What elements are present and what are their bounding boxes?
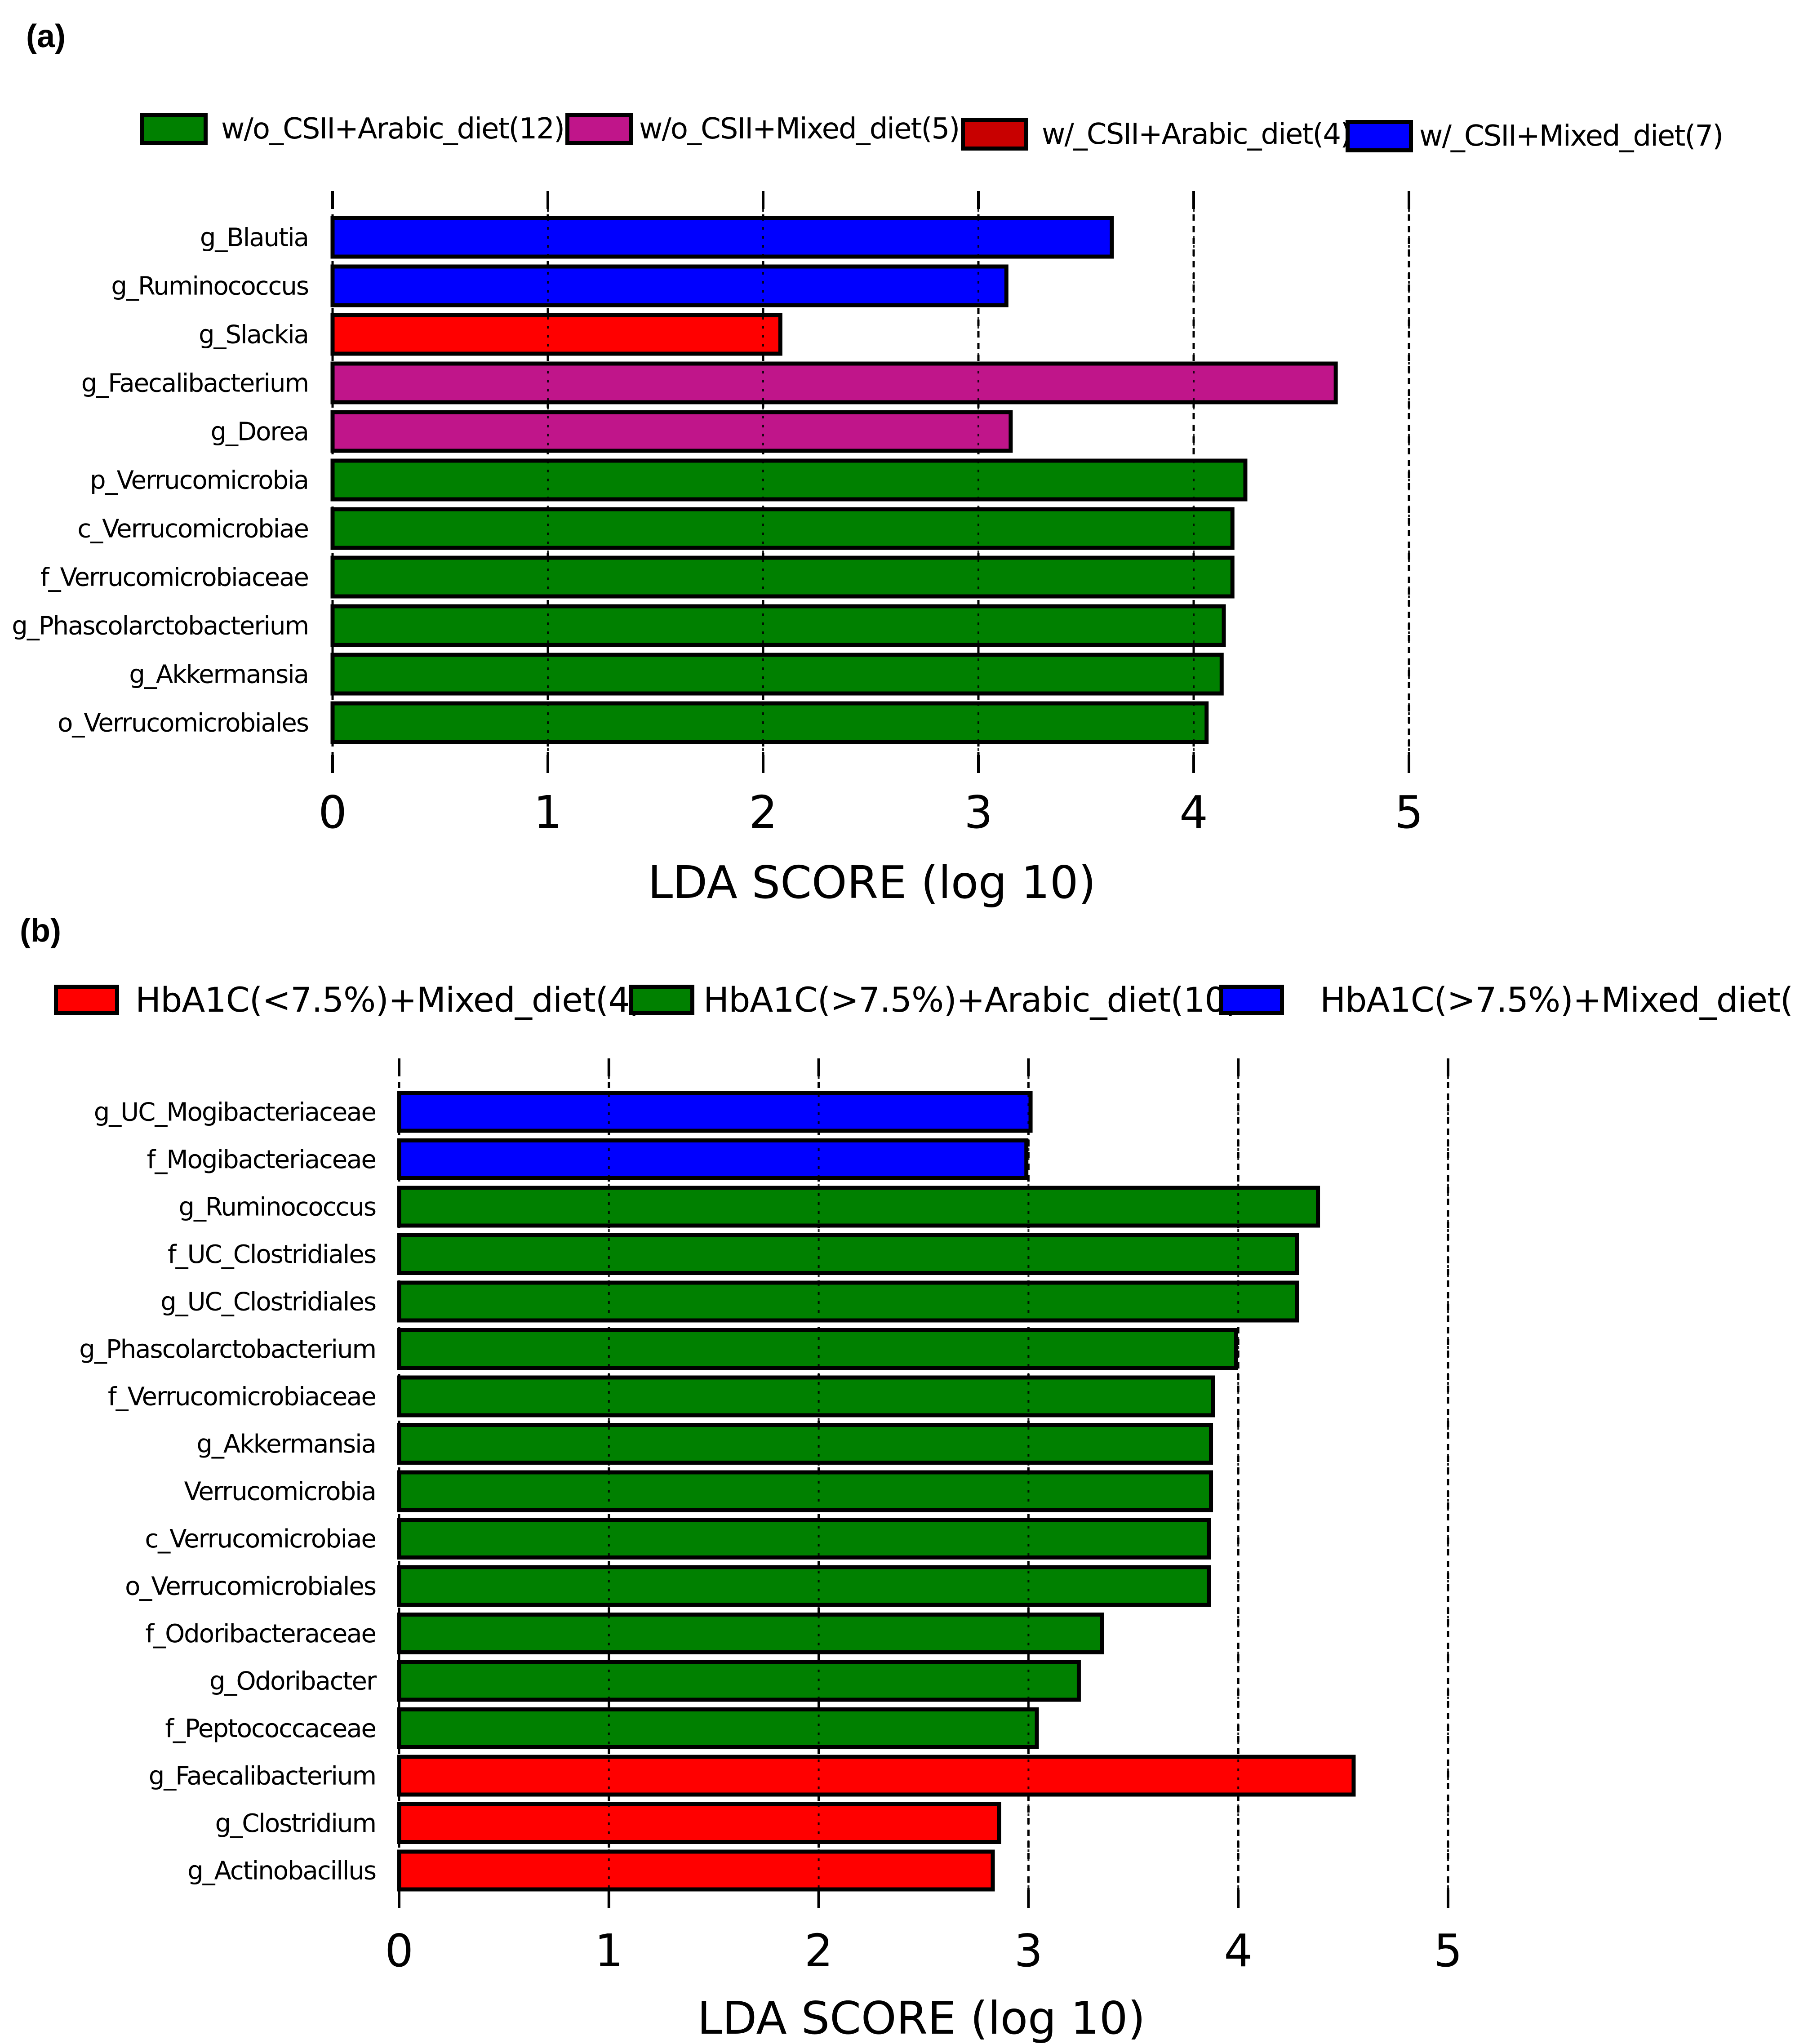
b-bar-label-12: g_Odoribacter [209,1667,377,1696]
a-tick-label-4: 4 [1179,786,1208,839]
legend-b-swatch-0 [54,984,119,1015]
a-bar-label-6: c_Verrucomicrobiae [77,515,308,544]
a-bar-label-9: g_Akkermansia [129,660,308,689]
legend-b-swatch-1 [629,984,694,1015]
b-bar-1 [397,1138,1029,1180]
b-x-axis-title: LDA SCORE (log 10) [697,1992,1145,2044]
a-bar-label-3: g_Faecalibacterium [81,369,308,398]
a-tick-label-3: 3 [964,786,993,839]
b-bar-12 [397,1660,1081,1702]
b-bar-label-11: f_Odoribacteraceae [145,1619,376,1649]
panel-b-label: (b) [20,913,61,949]
lda-chart-b: 0 1 2 3 4 5 g_UC_Mogibacteriaceae f_Mogibacteri… [79,1058,1462,2044]
b-bar-label-7: g_Akkermansia [196,1430,376,1459]
a-bar-label-2: g_Slackia [199,320,308,350]
legend-a-item-1: w/o_CSII+Mixed_diet(5) [565,112,960,146]
legend-b-item-0: HbA1C(<7.5%)+Mixed_diet(4) [54,980,643,1020]
a-bar-0 [330,216,1114,259]
legend-b-swatch-2 [1219,984,1284,1015]
a-tick-label-5: 5 [1395,786,1423,839]
legend-a-swatch-1 [565,113,633,145]
legend-a-item-3: w/_CSII+Mixed_diet(7) [1346,120,1724,153]
a-bar-9 [330,653,1224,696]
b-bar-9 [397,1518,1211,1560]
b-tick-label-5: 5 [1434,1924,1462,1977]
b-bar-label-8: Verrucomicrobia [184,1477,376,1506]
a-bar-8 [330,604,1226,647]
b-tick-label-3: 3 [1014,1924,1043,1977]
a-bar-4 [330,410,1013,453]
b-bar-label-15: g_Clostridium [215,1809,376,1838]
a-bar-label-7: f_Verrucomicrobiaceae [40,563,308,592]
b-tick-label-0: 0 [385,1924,413,1977]
b-tick-label-4: 4 [1224,1924,1253,1977]
b-bar-label-1: f_Mogibacteriaceae [147,1145,376,1174]
legend-a-item-0: w/o_CSII+Arabic_diet(12) [140,112,565,146]
a-x-axis-title: LDA SCORE (log 10) [648,856,1096,909]
b-bar-6 [397,1375,1215,1417]
b-bar-7 [397,1423,1213,1465]
b-bar-label-9: c_Verrucomicrobiae [145,1524,376,1554]
legend-b-label-1: HbA1C(>7.5%)+Arabic_diet(10) [703,980,1239,1020]
a-bar-1 [330,264,1009,307]
a-bar-label-1: g_Ruminococcus [111,272,308,301]
b-bar-label-13: f_Peptococcaceae [165,1714,376,1743]
b-bar-label-0: g_UC_Mogibacteriaceae [94,1098,376,1127]
legend-a-swatch-0 [140,113,208,145]
a-bar-6 [330,507,1235,550]
a-tick-label-1: 1 [533,786,562,839]
b-tick-label-1: 1 [595,1924,623,1977]
a-bar-5 [330,458,1248,502]
legend-a-label-3: w/_CSII+Mixed_diet(7) [1419,120,1724,153]
b-bar-8 [397,1470,1213,1512]
a-tick-label-2: 2 [749,786,778,839]
b-bar-label-14: g_Faecalibacterium [149,1762,376,1791]
b-bar-15 [397,1802,1001,1844]
panel-a-label: (a) [26,18,66,54]
legend-a-swatch-3 [1346,120,1413,152]
b-bar-0 [397,1091,1033,1133]
b-tick-label-2: 2 [804,1924,833,1977]
legend-a-item-2: w/_CSII+Arabic_diet(4) [961,118,1351,151]
b-bar-16 [397,1849,995,1892]
b-bar-label-3: f_UC_Clostridiales [168,1240,376,1269]
b-bar-14 [397,1755,1356,1797]
b-bar-13 [397,1707,1039,1749]
b-bar-3 [397,1233,1299,1275]
b-bar-4 [397,1280,1299,1323]
legend-b-item-1: HbA1C(>7.5%)+Arabic_diet(10) [629,980,1239,1020]
panel-a: (a) w/o_CSII+Arabic_diet(12) w/o_CSII+Mi… [0,0,1795,912]
b-bar-2 [397,1186,1320,1228]
legend-b-item-2: HbA1C(>7.5%)+Mixed_diet(8) [1219,980,1795,1020]
a-bar-label-8: g_Phascolarctobacterium [12,612,308,641]
b-bar-label-10: o_Verrucomicrobiales [125,1572,376,1601]
a-bar-7 [330,555,1235,599]
legend-b-label-2: HbA1C(>7.5%)+Mixed_diet(8) [1320,980,1795,1020]
b-bar-11 [397,1613,1104,1654]
a-tick-label-0: 0 [318,786,347,839]
panel-b: (b) HbA1C(<7.5%)+Mixed_diet(4) HbA1C(>7.… [0,912,1795,2044]
legend-a-label-2: w/_CSII+Arabic_diet(4) [1042,118,1351,151]
legend-a-label-1: w/o_CSII+Mixed_diet(5) [639,112,960,146]
lda-chart-a: 0 1 2 3 4 5 g_Blautia g_Ruminococcus g_Slackia g_… [12,191,1423,909]
b-bar-label-4: g_UC_Clostridiales [160,1288,376,1317]
a-bar-3 [330,361,1338,404]
legend-b-label-0: HbA1C(<7.5%)+Mixed_diet(4) [135,980,643,1020]
a-bar-label-4: g_Dorea [211,418,309,447]
a-bar-label-0: g_Blautia [200,223,308,253]
b-bar-label-2: g_Ruminococcus [178,1193,376,1222]
b-bar-5 [397,1328,1239,1370]
b-bar-label-5: g_Phascolarctobacterium [79,1335,376,1364]
legend-a-swatch-2 [961,118,1028,151]
a-bar-2 [330,313,782,356]
b-bar-10 [397,1565,1211,1607]
a-bar-10 [330,701,1209,744]
a-bar-label-10: o_Verrucomicrobiales [58,709,308,738]
legend-a-label-0: w/o_CSII+Arabic_diet(12) [221,112,565,146]
a-bar-label-5: p_Verrucomicrobia [90,466,308,495]
b-bar-label-6: f_Verrucomicrobiaceae [108,1382,376,1412]
b-bar-label-16: g_Actinobacillus [187,1857,376,1886]
